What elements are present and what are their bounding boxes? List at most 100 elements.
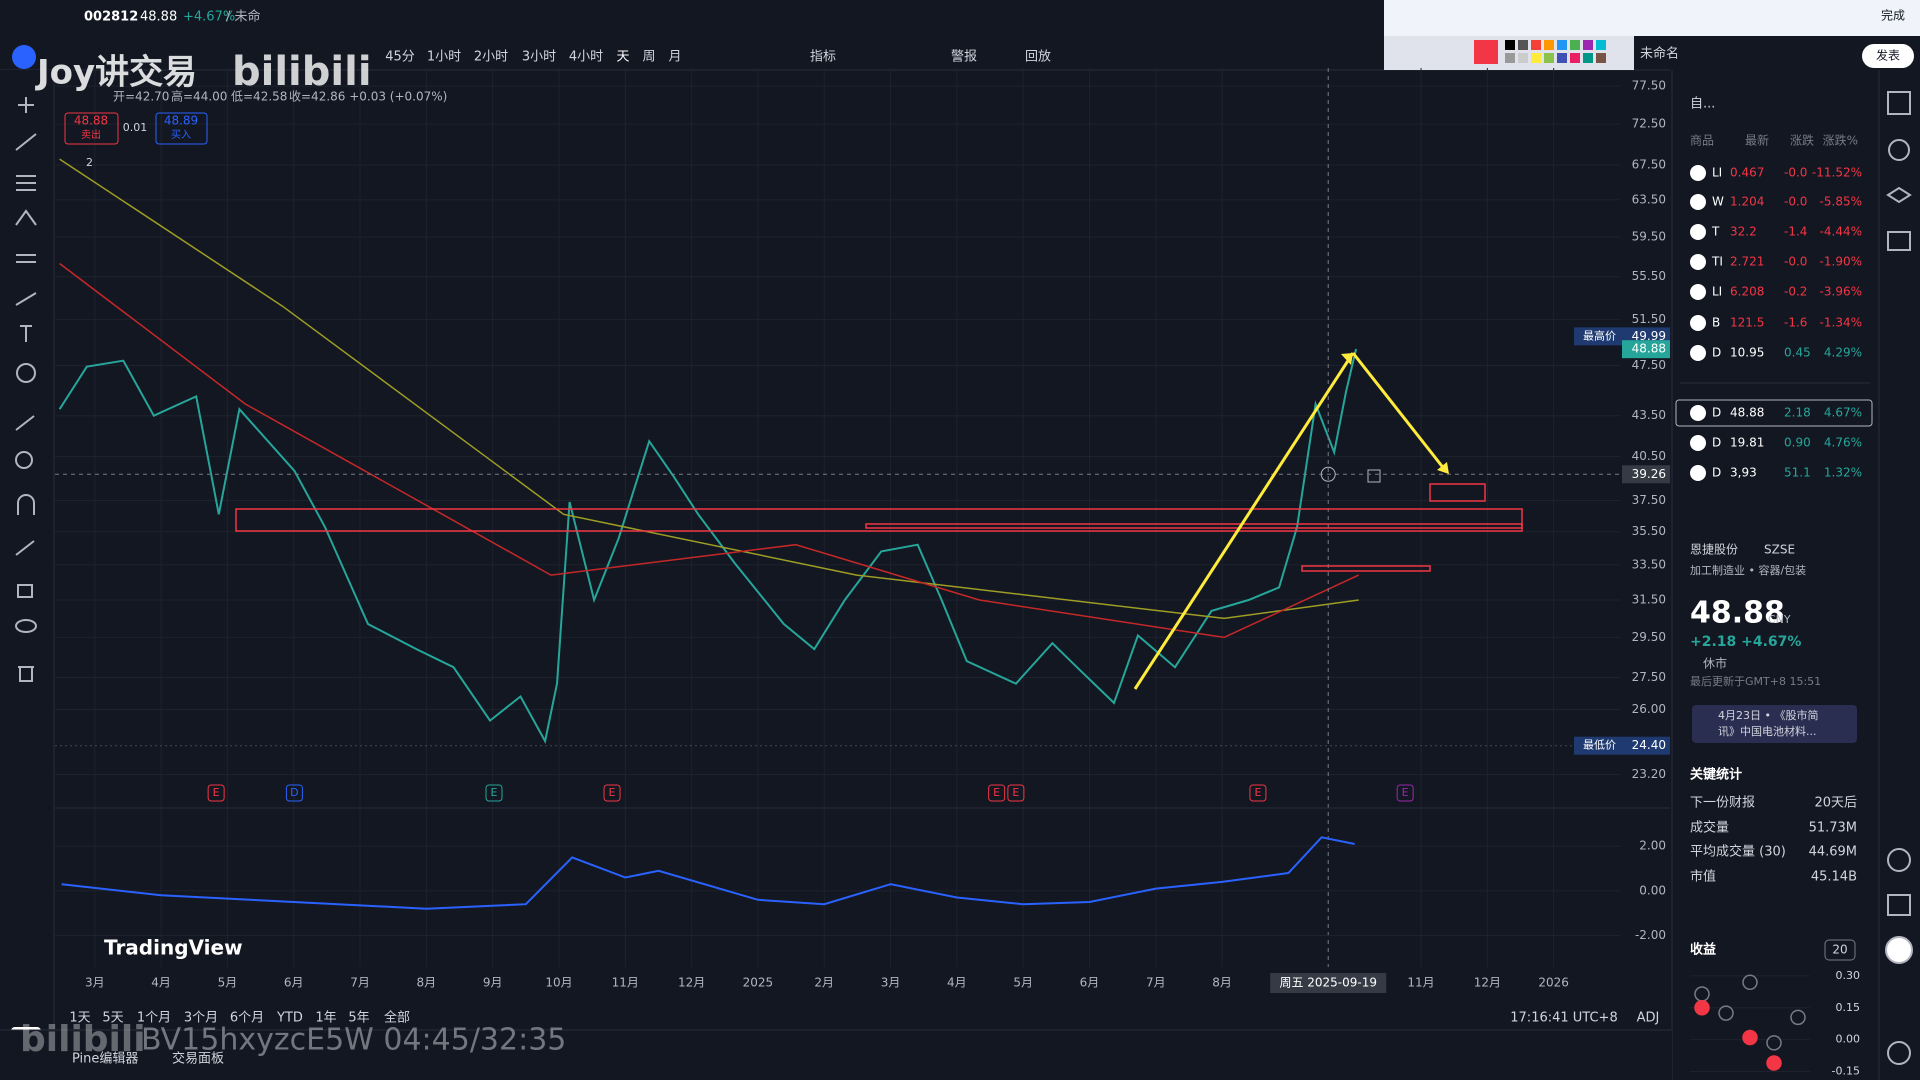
status: / 未命 (226, 9, 261, 25)
value: 49.99 (1632, 329, 1666, 343)
interval: 1小时 (427, 50, 461, 65)
updated: 最后更新于GMT+8 15:51 (1690, 674, 1821, 688)
stat-value: 45.14B (1811, 870, 1857, 885)
y-tick-label: 0.00 (1639, 883, 1666, 897)
last: 19.81 (1730, 436, 1764, 450)
earnings-point (1742, 1029, 1758, 1046)
earnings-point (1694, 1000, 1710, 1016)
range-button: 5年 (348, 1011, 369, 1026)
y-tick-label: 31.50 (1632, 592, 1666, 606)
date: 周五 2025-09-19 (1279, 976, 1377, 990)
interval: 2小时 (474, 50, 508, 65)
y-tick-label: 0.15 (1836, 1001, 1861, 1014)
chart-layer: 77.50 72.50 67.50 63.50 59.50 55.50 51.50 47.50… (55, 68, 1670, 993)
earnings-point (1790, 1009, 1806, 1026)
symbol-icon (1690, 165, 1706, 181)
earnings-title: 收益 (1690, 942, 1716, 958)
symbol-icon (1690, 345, 1706, 361)
symbol: D (1712, 406, 1721, 420)
symbol: W (1712, 195, 1724, 209)
change-pct: -5.85% (1820, 195, 1862, 209)
symbol: LI (1712, 285, 1722, 299)
y-tick-label: -2.00 (1635, 928, 1666, 942)
price: 39.26 (1632, 467, 1666, 481)
x-tick-label: 6月 (1080, 976, 1100, 990)
name: 恩捷股份 (1690, 543, 1738, 557)
y-tick-label: 27.50 (1632, 670, 1666, 684)
range-button: 1年 (315, 1011, 336, 1026)
y-tick-label: 40.50 (1632, 449, 1666, 463)
symbol-icon (1690, 405, 1706, 421)
right-icons[interactable] (1885, 91, 1913, 1065)
stats-title: 关键统计 (1690, 767, 1742, 783)
y-tick-label: -0.15 (1832, 1065, 1860, 1078)
column-header: 涨跌 (1790, 133, 1814, 148)
earnings-point (1718, 1005, 1734, 1021)
series-line (61, 836, 1355, 910)
bottom-panel (0, 1030, 1672, 1080)
last: 32.2 (1730, 225, 1757, 239)
avatar[interactable] (12, 45, 36, 69)
site: bilibili (232, 49, 372, 95)
x-tick-label: 5月 (1013, 976, 1033, 990)
replay: 回放 (1025, 50, 1051, 65)
change: -1.4 (1784, 225, 1807, 239)
stat-label: 成交量 (1690, 820, 1729, 836)
symbol: 002812 (84, 10, 138, 25)
title: 自... (1690, 97, 1715, 112)
value-label: 24.40 (1632, 738, 1666, 752)
x-tick-label: 9月 (483, 976, 503, 990)
earnings-period: 20 (1832, 943, 1847, 957)
publish: 发表 (1876, 48, 1900, 63)
price: 48.88 (140, 10, 177, 25)
symbol-icon (1690, 194, 1706, 210)
last: 1.204 (1730, 195, 1764, 209)
publish-button[interactable] (1862, 44, 1914, 68)
event-label: E (491, 786, 498, 799)
symbol-icon (1690, 254, 1706, 270)
tab: 交易面板 (172, 1051, 224, 1067)
change-pct: 4.76% (1824, 436, 1862, 450)
event-label: E (1402, 786, 1409, 799)
news: 讯》中国电池材料... (1718, 724, 1817, 738)
event-marker (988, 784, 1006, 802)
symbol: B (1712, 316, 1720, 330)
sell: 卖出 (81, 128, 101, 141)
x-tick-label: 11月 (1407, 976, 1434, 990)
layout-name: 未命名 (1640, 46, 1679, 62)
low-badge (1574, 736, 1670, 755)
news-box (1692, 705, 1857, 743)
event-label: E (1254, 786, 1261, 799)
y-tick-label: 33.50 (1632, 557, 1666, 571)
buy-box (155, 112, 208, 145)
event-label: E (609, 786, 616, 799)
trend-annotations (235, 352, 1523, 690)
range-button: 6个月 (230, 1011, 264, 1026)
y-tick-label: 0.30 (1836, 969, 1861, 982)
interval: 3小时 (522, 50, 556, 65)
last: 121.5 (1730, 316, 1764, 330)
change-pct: -11.52% (1812, 166, 1862, 180)
alert: 警报 (951, 49, 977, 65)
change: -1.6 (1784, 316, 1807, 330)
x-tick-label: 8月 (417, 976, 437, 990)
event-marker (603, 784, 621, 802)
interval: 周 (642, 50, 655, 65)
left-tools[interactable] (15, 97, 37, 682)
range-button: 3个月 (184, 1011, 218, 1026)
period-box (1824, 939, 1856, 961)
symbol: LI (1712, 166, 1722, 180)
change: -0.0 (1784, 166, 1807, 180)
change: 2.18 (1784, 406, 1811, 420)
last: 3,93 (1730, 466, 1757, 480)
event-label: E (993, 786, 1000, 799)
x-tick-label: 2025 (743, 976, 774, 990)
selected-row (1675, 399, 1873, 427)
stat-value: 44.69M (1809, 845, 1857, 860)
y-tick-label: 29.50 (1632, 630, 1666, 644)
sector: 加工制造业 • 容器/包装 (1690, 563, 1806, 577)
event-label: E (213, 786, 220, 799)
color-swatch[interactable] (1474, 40, 1498, 64)
